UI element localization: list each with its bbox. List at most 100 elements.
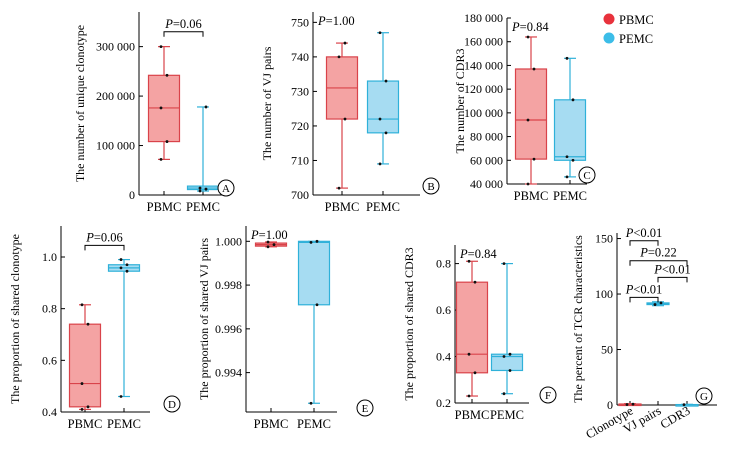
data-point	[159, 45, 163, 49]
panel-badge	[217, 179, 235, 197]
data-point	[532, 157, 536, 161]
data-point	[272, 243, 276, 247]
p-value-label: P<0.01	[653, 262, 691, 276]
y-axis-label: The proportion of shared VJ pairs	[197, 238, 211, 400]
box-pbmc	[455, 259, 489, 398]
panel-badge-label: D	[168, 399, 176, 411]
panel-d: 0.4 0.6 0.8 1.0 The proportion of shared clo…	[8, 226, 181, 431]
x-tick-label: PEMC	[297, 417, 331, 431]
data-point	[532, 67, 536, 71]
y-tick-label: 180 000	[464, 11, 503, 25]
data-point	[343, 41, 347, 45]
p-value-label: P<0.01	[625, 226, 663, 240]
data-point	[315, 303, 319, 307]
panel-e: 0.994 0.996 0.998 1.000 The proportion of sh…	[197, 226, 374, 431]
panel-b: 700 710 720 730 740 750 The number of VJ pairs…	[260, 12, 440, 214]
data-point	[119, 266, 123, 270]
data-point	[571, 98, 575, 102]
box-pemc	[366, 31, 400, 166]
y-tick-label: 700	[291, 188, 309, 202]
data-point	[508, 369, 512, 372]
legend-label-pbmc: PBMC	[619, 13, 654, 27]
data-point	[502, 355, 506, 358]
data-point	[384, 131, 388, 135]
data-point	[165, 140, 169, 143]
box-pemc	[186, 105, 220, 193]
data-point	[467, 394, 471, 398]
data-point	[266, 240, 270, 244]
p-value-label: P=0.84	[511, 20, 549, 34]
box-pemc	[107, 258, 141, 398]
y-tick-label: 50	[601, 343, 613, 357]
box-pbmc	[514, 35, 548, 186]
data-point	[198, 189, 202, 193]
x-tick-label: PEMC	[366, 200, 400, 214]
data-point	[204, 105, 208, 109]
data-point	[378, 117, 382, 121]
p-value-label: P=0.84	[459, 247, 497, 261]
data-point	[526, 182, 530, 186]
box-iqr	[297, 240, 331, 306]
data-point	[653, 303, 657, 306]
box-iqr	[366, 80, 400, 134]
data-point	[80, 408, 84, 411]
data-point	[565, 175, 569, 179]
y-tick-label: 40 000	[470, 177, 503, 191]
box-pemc	[553, 56, 587, 179]
x-tick-label: PEMC	[107, 417, 141, 431]
panel-badge	[422, 177, 440, 195]
data-point	[378, 162, 382, 166]
panel-badge	[163, 395, 181, 413]
y-axis-label: The proportion of shared CDR3	[402, 247, 416, 400]
y-tick-label: 0.994	[215, 366, 242, 380]
data-point	[571, 158, 575, 162]
box-clonotype	[618, 402, 642, 407]
panel-badge-label: G	[700, 391, 708, 403]
y-tick-label: 0.8	[436, 257, 451, 271]
panel-badge	[578, 166, 596, 184]
data-point	[125, 263, 129, 267]
data-point	[86, 405, 90, 409]
x-tick-label: PBMC	[514, 189, 549, 203]
y-tick-label: 720	[291, 119, 309, 133]
x-tick-label: PEMC	[553, 189, 587, 203]
y-tick-label: 0.4	[42, 405, 57, 419]
y-tick-label: 0	[129, 188, 135, 202]
data-point	[467, 352, 471, 356]
y-tick-label: 0.4	[436, 350, 451, 364]
box-iqr	[68, 323, 102, 408]
data-point	[502, 392, 506, 396]
y-tick-label: 0.996	[215, 322, 242, 336]
panel-badge	[695, 387, 713, 405]
data-point	[80, 303, 84, 307]
box-vj-pairs	[646, 301, 670, 307]
significance-bracket	[657, 276, 688, 283]
data-point	[86, 322, 90, 326]
y-tick-label: 710	[291, 153, 309, 167]
panel-badge-label: E	[362, 403, 369, 415]
data-point	[159, 106, 163, 110]
y-axis-label: The number of CDR3	[453, 49, 467, 154]
legend-swatch-pbmc	[603, 13, 615, 25]
panels: 0 100 000 200 000 300 000 The number of uniq…	[8, 11, 717, 442]
x-tick-label: PBMC	[325, 200, 360, 214]
y-tick-label: 730	[291, 84, 309, 98]
y-tick-label: 750	[291, 15, 309, 29]
y-tick-label: 1.0	[42, 250, 57, 264]
data-point	[125, 269, 129, 273]
x-tick-label: CDR3	[658, 403, 693, 431]
x-tick-label: PBMC	[147, 200, 182, 214]
significance-bracket	[629, 260, 688, 266]
box-iqr	[455, 281, 489, 374]
data-point	[309, 401, 313, 405]
data-point	[165, 73, 169, 77]
data-point	[631, 402, 635, 406]
data-point	[204, 187, 208, 191]
data-point	[343, 117, 347, 121]
data-point	[159, 157, 163, 161]
y-tick-label: 200 000	[96, 89, 135, 103]
data-point	[508, 352, 512, 356]
data-point	[659, 301, 663, 305]
box-iqr	[553, 99, 587, 161]
